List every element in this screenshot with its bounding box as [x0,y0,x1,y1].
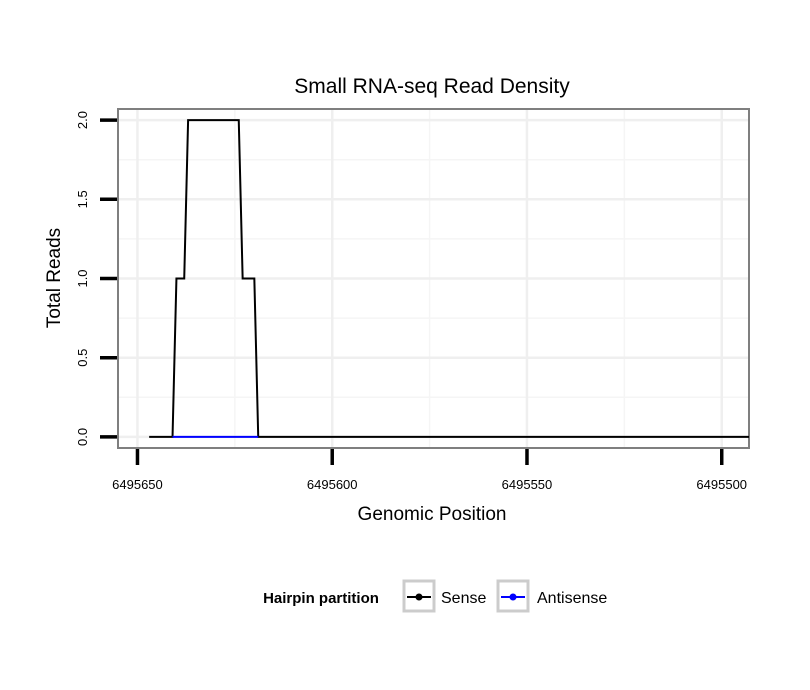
y-tick-label: 0.5 [75,349,90,367]
y-tick-label: 1.5 [75,190,90,208]
legend-title: Hairpin partition [263,590,379,607]
x-tick-label: 6495500 [696,477,747,492]
y-tick-label: 2.0 [75,111,90,129]
chart-title: Small RNA-seq Read Density [294,75,570,98]
series-line-sense [149,119,749,438]
legend-point-antisense [509,593,517,601]
legend-label-sense: Sense [441,590,486,607]
x-tick-label: 6495550 [502,477,553,492]
y-axis-label: Total Reads [44,228,65,328]
x-axis-label: Genomic Position [358,504,507,525]
y-tick-label: 1.0 [75,269,90,287]
x-tick-label: 6495600 [307,477,358,492]
x-tick-label: 6495650 [112,477,163,492]
grid-lines [119,110,748,447]
legend: Hairpin partition Sense Antisense [263,579,607,613]
legend-entry-sense: Sense [402,579,486,613]
series-lines [149,119,749,438]
y-tick-label: 0.0 [75,428,90,446]
legend-entry-antisense: Antisense [496,579,607,613]
legend-label-antisense: Antisense [537,590,607,607]
axes: 6495650 6495600 6495550 6495500 0.0 0.5 1.0 1.5… [75,111,747,492]
legend-point-sense [415,593,423,601]
